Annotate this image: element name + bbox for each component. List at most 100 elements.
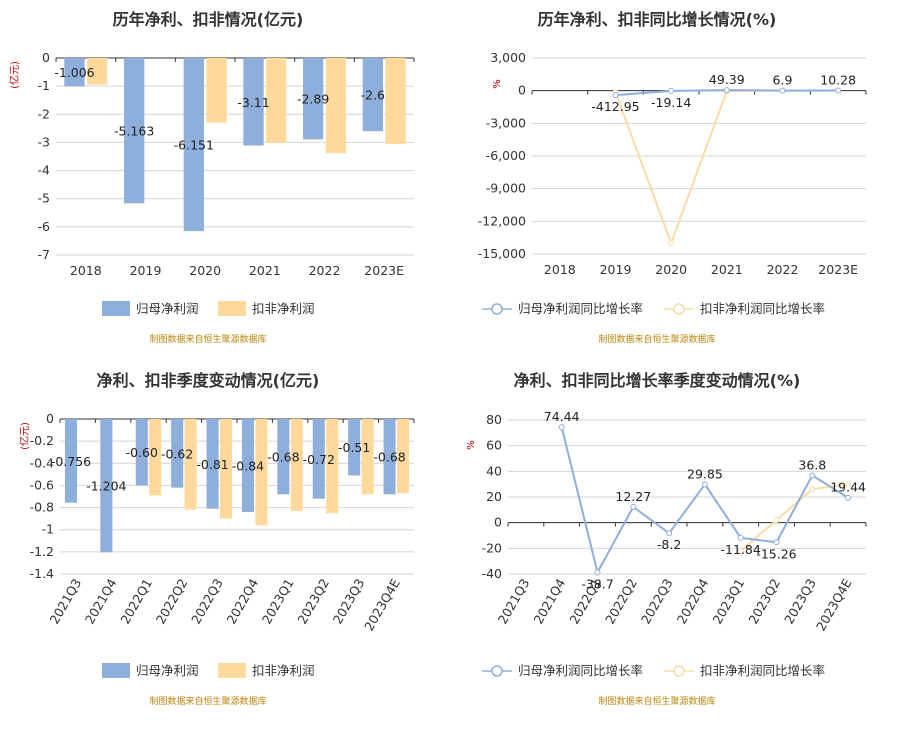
y-tick-label: 80 <box>486 412 502 427</box>
bar-net-profit <box>243 58 264 146</box>
bar-deducted-profit <box>325 58 346 154</box>
data-point <box>835 87 842 94</box>
source-note: 制图数据来自恒生聚源数据库 <box>149 333 266 345</box>
x-tick-label: 2019 <box>600 262 632 277</box>
legend-swatch <box>102 663 130 678</box>
data-point <box>737 534 744 541</box>
bar-deducted-profit <box>87 58 108 85</box>
chart-title: 净利、扣非季度变动情况(亿元) <box>97 371 320 390</box>
y-tick-label: -7 <box>38 247 50 262</box>
y-unit-label: (亿元) <box>8 61 21 89</box>
legend-swatch <box>218 301 246 316</box>
y-tick-label: -0.2 <box>30 433 54 448</box>
legend-label: 扣非净利润同比增长率 <box>700 663 825 678</box>
data-label: -0.84 <box>232 459 264 474</box>
data-point <box>701 481 708 488</box>
data-label: -0.68 <box>267 450 299 465</box>
chart-panel-3: 净利、扣非季度变动情况(亿元) (亿元) 0 -0.2 -0.4 -0.6 -0.8 -1 -1… <box>18 371 415 707</box>
data-label: -1.006 <box>54 65 94 80</box>
bar-deducted-profit <box>266 58 287 143</box>
x-tick-label: 2021Q4 <box>531 576 569 626</box>
x-tick-label: 2022Q2 <box>153 576 191 626</box>
y-tick-label: -15,000 <box>478 246 526 261</box>
x-tick-label: 2022Q4 <box>674 576 712 626</box>
chart-title: 净利、扣非同比增长率季度变动情况(%) <box>514 371 801 390</box>
bar-net-profit <box>383 419 396 495</box>
x-tick-label: 2018 <box>70 263 102 278</box>
legend-label: 归母净利润同比增长率 <box>518 301 643 316</box>
legend-marker <box>491 303 503 315</box>
data-point <box>558 424 565 431</box>
x-tick-label: 2023Q4E <box>361 576 403 633</box>
y-tick-label: 0 <box>494 515 502 530</box>
legend-swatch <box>218 663 246 678</box>
x-tick-label: 2023Q1 <box>710 576 748 626</box>
legend-marker <box>673 303 685 315</box>
x-tick-label: 2019 <box>130 263 162 278</box>
legend-label: 归母净利润同比增长率 <box>518 663 643 678</box>
chart-panel-1: 历年净利、扣非情况(亿元) (亿元) 0 -1 -2 -3 -4 -5 -6 -7 2018 2019… <box>8 10 415 345</box>
data-point <box>594 569 601 576</box>
data-label: -0.68 <box>373 450 405 465</box>
x-tick-label: 2023Q1 <box>259 576 297 626</box>
bar-net-profit <box>124 58 145 204</box>
bar-net-profit <box>183 58 204 232</box>
bar-deducted-profit <box>385 58 406 144</box>
y-unit-label: % <box>492 79 503 89</box>
y-unit-label: % <box>466 440 477 450</box>
data-label: -2.6 <box>361 88 385 103</box>
bar-deducted-profit <box>290 419 303 511</box>
data-point <box>779 87 786 94</box>
x-tick-label: 2020 <box>655 262 687 277</box>
bar-deducted-profit <box>397 419 410 494</box>
data-label: 19.44 <box>830 480 866 495</box>
chart-title: 历年净利、扣非同比增长情况(%) <box>538 10 777 29</box>
data-label: 10.28 <box>820 73 856 88</box>
y-tick-label: 20 <box>486 489 502 504</box>
y-tick-label: 3,000 <box>490 50 526 65</box>
bar-deducted-profit <box>149 419 162 496</box>
x-tick-label: 2021Q3 <box>495 576 533 626</box>
y-tick-label: -0.8 <box>30 500 54 515</box>
x-tick-label: 2023E <box>818 262 858 277</box>
y-tick-label: -3,000 <box>486 115 526 130</box>
legend: 归母净利润同比增长率 扣非净利润同比增长率 <box>482 301 825 316</box>
x-tick-label: 2021Q3 <box>47 576 85 626</box>
bar-net-profit <box>303 58 324 140</box>
y-tick-label: -12,000 <box>478 213 526 228</box>
legend: 归母净利润 扣非净利润 <box>102 663 315 678</box>
data-label: -11.84 <box>721 542 761 557</box>
x-tick-label: 2023Q2 <box>745 576 783 626</box>
y-tick-label: 0 <box>42 50 50 65</box>
legend-marker <box>491 665 503 677</box>
data-label: 74.44 <box>544 409 580 424</box>
bar-net-profit <box>135 419 148 486</box>
data-label: 49.39 <box>709 72 745 87</box>
source-note: 制图数据来自恒生聚源数据库 <box>598 695 715 707</box>
data-point <box>666 530 673 537</box>
data-label: -0.72 <box>303 452 335 467</box>
chart-title: 历年净利、扣非情况(亿元) <box>113 10 304 29</box>
data-point <box>668 87 675 94</box>
data-label: -38.7 <box>581 576 613 591</box>
legend-swatch <box>102 301 130 316</box>
x-tick-label: 2022 <box>309 263 341 278</box>
bar-net-profit <box>277 419 290 495</box>
y-tick-label: -6,000 <box>486 148 526 163</box>
data-label: 29.85 <box>687 466 723 481</box>
data-label: -412.95 <box>591 99 639 114</box>
legend-label: 归母净利润 <box>136 301 199 316</box>
legend-label: 扣非净利润 <box>252 301 315 316</box>
y-tick-label: -5 <box>38 191 50 206</box>
data-label: -6.151 <box>174 138 214 153</box>
y-tick-label: -20 <box>482 540 502 555</box>
legend-label: 扣非净利润同比增长率 <box>700 301 825 316</box>
data-label: 12.27 <box>615 489 651 504</box>
bar-net-profit <box>348 419 361 476</box>
bar-net-profit <box>206 419 219 509</box>
x-tick-label: 2020 <box>189 263 221 278</box>
x-tick-label: 2023Q3 <box>781 576 819 626</box>
y-tick-label: -9,000 <box>486 181 526 196</box>
bar-deducted-profit <box>361 419 374 495</box>
